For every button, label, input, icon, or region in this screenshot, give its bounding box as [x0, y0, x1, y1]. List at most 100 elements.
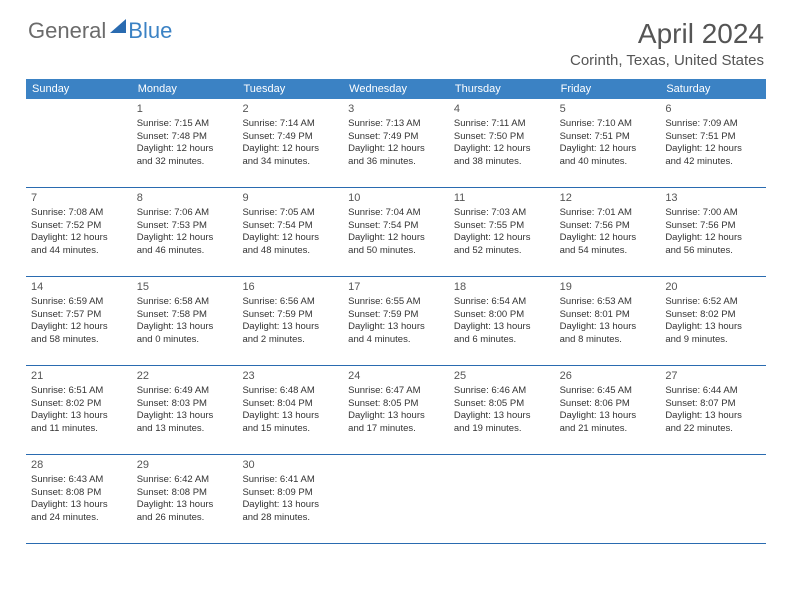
- daylight1-text: Daylight: 12 hours: [137, 232, 233, 245]
- day-number: 28: [31, 458, 127, 473]
- sunset-text: Sunset: 7:53 PM: [137, 220, 233, 233]
- day-number: 16: [242, 280, 338, 295]
- calendar-row: 1Sunrise: 7:15 AMSunset: 7:48 PMDaylight…: [26, 99, 766, 188]
- calendar-cell: 15Sunrise: 6:58 AMSunset: 7:58 PMDayligh…: [132, 277, 238, 365]
- sunset-text: Sunset: 7:50 PM: [454, 131, 550, 144]
- day-number: 27: [665, 369, 761, 384]
- sunrise-text: Sunrise: 7:09 AM: [665, 118, 761, 131]
- sunset-text: Sunset: 7:51 PM: [665, 131, 761, 144]
- location-text: Corinth, Texas, United States: [570, 52, 764, 69]
- daylight1-text: Daylight: 12 hours: [242, 232, 338, 245]
- calendar-cell: 8Sunrise: 7:06 AMSunset: 7:53 PMDaylight…: [132, 188, 238, 276]
- sunrise-text: Sunrise: 6:45 AM: [560, 385, 656, 398]
- daylight2-text: and 56 minutes.: [665, 245, 761, 258]
- daylight1-text: Daylight: 12 hours: [665, 232, 761, 245]
- day-number: 24: [348, 369, 444, 384]
- sunrise-text: Sunrise: 7:00 AM: [665, 207, 761, 220]
- day-number: 6: [665, 102, 761, 117]
- daylight2-text: and 48 minutes.: [242, 245, 338, 258]
- sunrise-text: Sunrise: 6:49 AM: [137, 385, 233, 398]
- day-number: 25: [454, 369, 550, 384]
- daylight2-text: and 15 minutes.: [242, 423, 338, 436]
- daylight2-text: and 34 minutes.: [242, 156, 338, 169]
- logo-triangle-icon: [110, 19, 126, 33]
- calendar-cell-empty: [449, 455, 555, 543]
- daylight1-text: Daylight: 13 hours: [348, 410, 444, 423]
- calendar-cell: 4Sunrise: 7:11 AMSunset: 7:50 PMDaylight…: [449, 99, 555, 187]
- calendar-cell-empty: [555, 455, 661, 543]
- sunrise-text: Sunrise: 6:44 AM: [665, 385, 761, 398]
- daylight2-text: and 4 minutes.: [348, 334, 444, 347]
- daylight2-text: and 6 minutes.: [454, 334, 550, 347]
- sunset-text: Sunset: 7:54 PM: [348, 220, 444, 233]
- calendar-cell: 17Sunrise: 6:55 AMSunset: 7:59 PMDayligh…: [343, 277, 449, 365]
- sunrise-text: Sunrise: 6:42 AM: [137, 474, 233, 487]
- daylight2-text: and 17 minutes.: [348, 423, 444, 436]
- daylight2-text: and 2 minutes.: [242, 334, 338, 347]
- daylight1-text: Daylight: 13 hours: [454, 321, 550, 334]
- day-number: 9: [242, 191, 338, 206]
- daylight2-text: and 44 minutes.: [31, 245, 127, 258]
- sunrise-text: Sunrise: 6:47 AM: [348, 385, 444, 398]
- calendar-cell: 16Sunrise: 6:56 AMSunset: 7:59 PMDayligh…: [237, 277, 343, 365]
- calendar-cell-empty: [26, 99, 132, 187]
- daylight2-text: and 32 minutes.: [137, 156, 233, 169]
- calendar-cell: 5Sunrise: 7:10 AMSunset: 7:51 PMDaylight…: [555, 99, 661, 187]
- calendar-cell: 3Sunrise: 7:13 AMSunset: 7:49 PMDaylight…: [343, 99, 449, 187]
- sunset-text: Sunset: 7:59 PM: [348, 309, 444, 322]
- sunrise-text: Sunrise: 6:43 AM: [31, 474, 127, 487]
- daylight1-text: Daylight: 13 hours: [454, 410, 550, 423]
- calendar-cell: 7Sunrise: 7:08 AMSunset: 7:52 PMDaylight…: [26, 188, 132, 276]
- daylight2-text: and 46 minutes.: [137, 245, 233, 258]
- sunrise-text: Sunrise: 6:41 AM: [242, 474, 338, 487]
- daylight2-text: and 24 minutes.: [31, 512, 127, 525]
- sunset-text: Sunset: 8:02 PM: [31, 398, 127, 411]
- daylight2-text: and 13 minutes.: [137, 423, 233, 436]
- daylight1-text: Daylight: 12 hours: [665, 143, 761, 156]
- sunset-text: Sunset: 7:57 PM: [31, 309, 127, 322]
- day-number: 7: [31, 191, 127, 206]
- day-number: 11: [454, 191, 550, 206]
- calendar-cell: 2Sunrise: 7:14 AMSunset: 7:49 PMDaylight…: [237, 99, 343, 187]
- calendar-cell: 29Sunrise: 6:42 AMSunset: 8:08 PMDayligh…: [132, 455, 238, 543]
- daylight2-text: and 36 minutes.: [348, 156, 444, 169]
- weekday-header: Wednesday: [343, 79, 449, 99]
- sunset-text: Sunset: 7:55 PM: [454, 220, 550, 233]
- daylight1-text: Daylight: 12 hours: [242, 143, 338, 156]
- calendar-cell: 21Sunrise: 6:51 AMSunset: 8:02 PMDayligh…: [26, 366, 132, 454]
- weekday-header: Tuesday: [237, 79, 343, 99]
- calendar-cell: 20Sunrise: 6:52 AMSunset: 8:02 PMDayligh…: [660, 277, 766, 365]
- day-number: 8: [137, 191, 233, 206]
- daylight1-text: Daylight: 13 hours: [348, 321, 444, 334]
- day-number: 12: [560, 191, 656, 206]
- daylight2-text: and 19 minutes.: [454, 423, 550, 436]
- sunset-text: Sunset: 8:07 PM: [665, 398, 761, 411]
- day-number: 23: [242, 369, 338, 384]
- daylight1-text: Daylight: 12 hours: [31, 232, 127, 245]
- day-number: 1: [137, 102, 233, 117]
- sunset-text: Sunset: 8:01 PM: [560, 309, 656, 322]
- sunset-text: Sunset: 7:54 PM: [242, 220, 338, 233]
- calendar-cell-empty: [343, 455, 449, 543]
- sunrise-text: Sunrise: 6:54 AM: [454, 296, 550, 309]
- day-number: 21: [31, 369, 127, 384]
- daylight2-text: and 26 minutes.: [137, 512, 233, 525]
- daylight1-text: Daylight: 13 hours: [665, 321, 761, 334]
- calendar: SundayMondayTuesdayWednesdayThursdayFrid…: [26, 79, 766, 544]
- daylight1-text: Daylight: 13 hours: [560, 410, 656, 423]
- sunrise-text: Sunrise: 6:59 AM: [31, 296, 127, 309]
- sunrise-text: Sunrise: 7:13 AM: [348, 118, 444, 131]
- calendar-row: 14Sunrise: 6:59 AMSunset: 7:57 PMDayligh…: [26, 277, 766, 366]
- sunrise-text: Sunrise: 7:05 AM: [242, 207, 338, 220]
- calendar-cell: 10Sunrise: 7:04 AMSunset: 7:54 PMDayligh…: [343, 188, 449, 276]
- sunrise-text: Sunrise: 7:01 AM: [560, 207, 656, 220]
- calendar-cell: 22Sunrise: 6:49 AMSunset: 8:03 PMDayligh…: [132, 366, 238, 454]
- sunrise-text: Sunrise: 6:55 AM: [348, 296, 444, 309]
- month-title: April 2024: [570, 18, 764, 50]
- sunrise-text: Sunrise: 6:53 AM: [560, 296, 656, 309]
- calendar-cell: 11Sunrise: 7:03 AMSunset: 7:55 PMDayligh…: [449, 188, 555, 276]
- daylight1-text: Daylight: 13 hours: [31, 410, 127, 423]
- calendar-header-row: SundayMondayTuesdayWednesdayThursdayFrid…: [26, 79, 766, 99]
- daylight1-text: Daylight: 12 hours: [348, 143, 444, 156]
- day-number: 18: [454, 280, 550, 295]
